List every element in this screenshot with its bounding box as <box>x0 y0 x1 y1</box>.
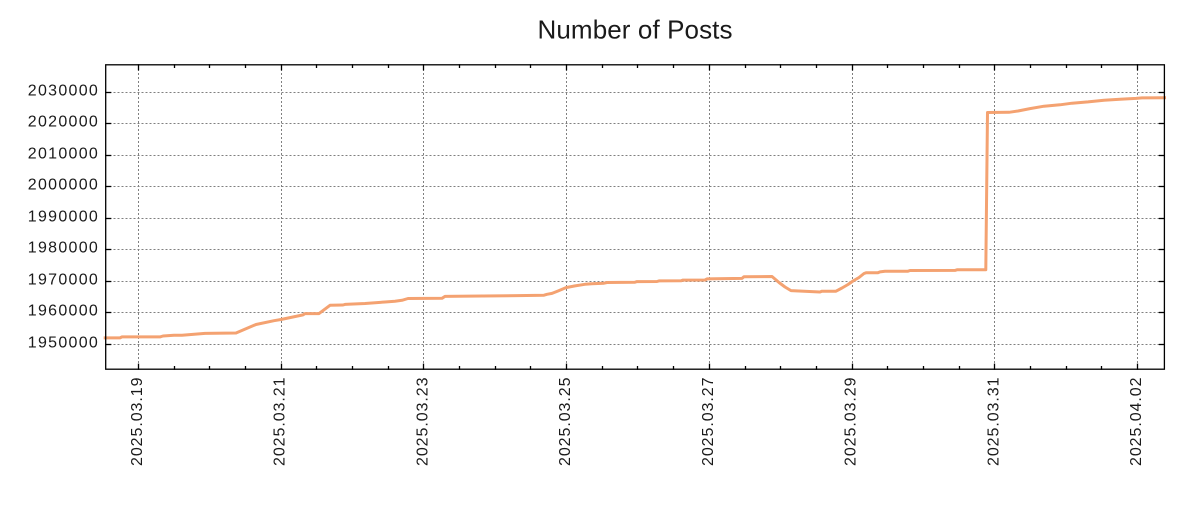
svg-text:2025.03.29: 2025.03.29 <box>843 377 860 466</box>
svg-text:2025.03.21: 2025.03.21 <box>272 377 289 466</box>
svg-text:1990000: 1990000 <box>28 209 98 226</box>
svg-text:2025.03.31: 2025.03.31 <box>985 377 1002 466</box>
svg-text:2025.03.23: 2025.03.23 <box>414 377 431 466</box>
svg-text:2030000: 2030000 <box>28 83 98 100</box>
svg-text:2025.03.19: 2025.03.19 <box>129 377 146 466</box>
svg-text:Number of Posts: Number of Posts <box>538 15 733 45</box>
svg-text:1950000: 1950000 <box>28 335 98 352</box>
svg-text:2000000: 2000000 <box>28 177 98 194</box>
svg-text:1970000: 1970000 <box>28 272 98 289</box>
svg-text:2025.03.27: 2025.03.27 <box>700 377 717 466</box>
svg-text:2010000: 2010000 <box>28 146 98 163</box>
svg-text:2025.04.02: 2025.04.02 <box>1128 377 1145 466</box>
svg-text:1980000: 1980000 <box>28 240 98 257</box>
svg-text:2020000: 2020000 <box>28 114 98 131</box>
svg-text:2025.03.25: 2025.03.25 <box>557 377 574 466</box>
svg-text:1960000: 1960000 <box>28 303 98 320</box>
